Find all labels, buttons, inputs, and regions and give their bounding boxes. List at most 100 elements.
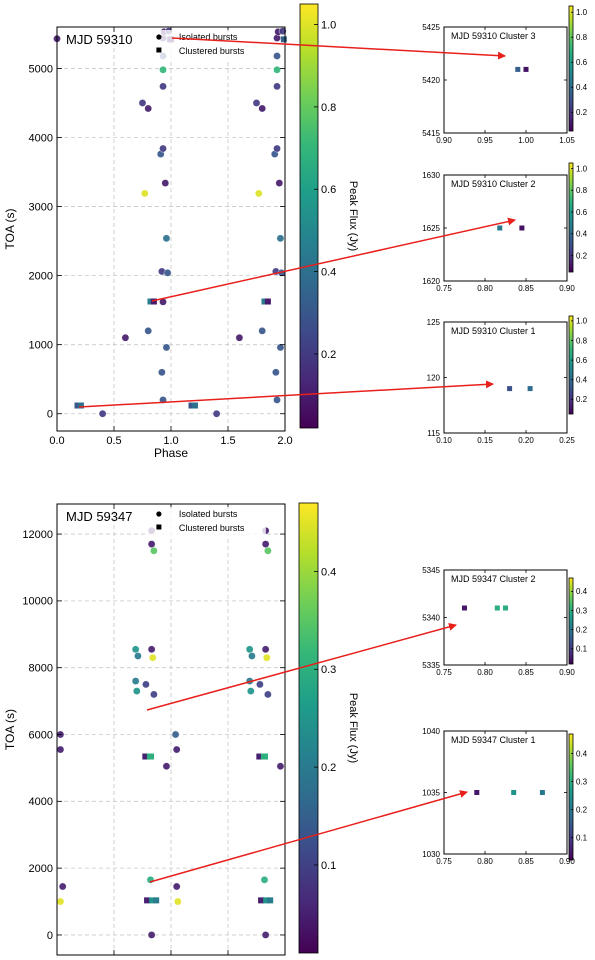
clustered-burst-point (258, 897, 265, 904)
zoom-arrow (151, 217, 516, 302)
legend-isolated-label: Isolated bursts (179, 32, 238, 42)
isolated-burst-point (248, 652, 256, 660)
isolated-burst-point (161, 179, 170, 187)
isolated-burst-point (162, 762, 171, 771)
isolated-burst-point (273, 144, 281, 153)
isolated-burst-point (131, 645, 140, 654)
colorbar-label: Peak Flux (Jy) (347, 181, 359, 251)
x-tick-label: 0.15 (477, 436, 493, 445)
isolated-burst-point (272, 368, 280, 377)
colorbar (568, 577, 574, 665)
colorbar-tick-label: 0.2 (321, 349, 336, 361)
isolated-burst-point (148, 653, 157, 662)
clustered-burst-point (150, 298, 157, 305)
colorbar (299, 3, 319, 429)
y-tick-label: 5000 (29, 63, 53, 75)
colorbar-tick-label: 0.3 (321, 664, 336, 676)
x-tick-label: 2.0 (277, 435, 292, 447)
legend-clustered-marker (156, 524, 162, 530)
y-tick-label: 5340 (422, 613, 440, 622)
y-tick-label: 1040 (422, 727, 440, 736)
isolated-burst-point (174, 897, 182, 906)
colorbar-tick-label: 0.4 (576, 587, 588, 596)
colorbar-label: Peak Flux (Jy) (347, 693, 359, 763)
x-tick-label: 0.0 (49, 435, 64, 447)
clustered-burst-point (494, 605, 500, 611)
isolated-burst-point (138, 99, 147, 107)
isolated-burst-point (58, 882, 67, 891)
clustered-burst-point (191, 402, 198, 409)
colorbar-tick-label: 0.8 (576, 33, 588, 42)
y-axis-label: TOA (s) (3, 709, 17, 750)
legend-box (145, 507, 266, 539)
x-tick-label: 1.5 (220, 435, 235, 447)
isolated-burst-point (172, 745, 181, 754)
legend-clustered-label: Clustered bursts (179, 46, 245, 56)
isolated-burst-point (159, 82, 167, 91)
clustered-burst-point (264, 298, 271, 305)
isolated-burst-point (131, 677, 140, 685)
isolated-burst-point (273, 52, 281, 60)
clustered-burst-point (503, 605, 508, 611)
x-tick-label: 0.20 (518, 436, 534, 445)
isolated-burst-point (159, 144, 167, 153)
y-tick-label: 0 (47, 409, 53, 421)
clustered-burst-point (462, 605, 467, 611)
colorbar-tick-label: 0.6 (321, 184, 336, 196)
clustered-burst-point (267, 897, 274, 904)
x-tick-label: 0.90 (559, 668, 575, 677)
y-tick-label: 10000 (22, 596, 53, 608)
isolated-burst-point (258, 327, 267, 335)
colorbar-tick-label: 0.3 (576, 606, 588, 615)
isolated-burst-point (132, 687, 141, 695)
isolated-burst-point (147, 540, 156, 548)
colorbar-tick-label: 0.4 (321, 566, 336, 578)
y-tick-label: 1000 (29, 340, 53, 352)
isolated-burst-point (98, 409, 107, 418)
y-tick-label: 1620 (422, 277, 440, 286)
isolated-burst-point (142, 680, 150, 689)
zoom-arrow (78, 380, 494, 408)
isolated-burst-point (246, 687, 255, 695)
clustered-burst-point (77, 402, 84, 409)
colorbar-tick-label: 0.2 (321, 762, 336, 774)
x-tick-label: 0.75 (436, 857, 452, 866)
isolated-burst-point (264, 690, 272, 699)
colorbar-tick-label: 1.0 (576, 8, 588, 17)
y-tick-label: 1030 (422, 850, 440, 859)
zoom-arrow (149, 790, 468, 883)
isolated-burst-point (262, 653, 271, 662)
colorbar-tick-label: 0.8 (576, 336, 588, 345)
x-tick-label: 1.05 (559, 136, 575, 145)
colorbar-tick-label: 0.2 (576, 108, 588, 117)
x-tick-label: 0.95 (477, 136, 493, 145)
x-tick-label: 0.25 (559, 436, 575, 445)
cluster-panel: 0.90 0.95 1.00 1.05 5415 5420 5425 MJD 59310 Cl… (422, 5, 588, 145)
panel-title: MJD 59347 Cluster 2 (451, 574, 536, 584)
isolated-burst-point (162, 234, 171, 243)
y-tick-label: 6000 (29, 729, 53, 741)
isolated-burst-point (159, 66, 167, 74)
x-tick-label: 0.80 (477, 857, 493, 866)
isolated-burst-point (171, 730, 180, 739)
zoom-arrow (171, 37, 506, 60)
colorbar (568, 315, 574, 415)
y-axis-label: TOA (s) (3, 208, 17, 249)
y-tick-label: 5425 (422, 23, 440, 32)
x-tick-label: 0.90 (559, 857, 575, 866)
isolated-burst-point (254, 189, 263, 198)
isolated-burst-point (235, 333, 244, 342)
clustered-burst-point (256, 753, 263, 760)
y-tick-label: 0 (47, 930, 53, 942)
y-tick-label: 4000 (29, 796, 53, 808)
clustered-burst-point (74, 402, 81, 409)
colorbar-tick-label: 0.2 (576, 251, 588, 260)
isolated-burst-point (261, 645, 270, 654)
colorbar-tick-label: 0.4 (576, 83, 588, 92)
isolated-burst-point (245, 645, 254, 654)
isolated-burst-point (56, 745, 65, 754)
y-tick-label: 4000 (29, 132, 53, 144)
panel-title: MJD 59310 Cluster 3 (451, 31, 536, 41)
x-tick-label: 0.10 (436, 436, 452, 445)
y-tick-label: 5345 (422, 566, 440, 575)
